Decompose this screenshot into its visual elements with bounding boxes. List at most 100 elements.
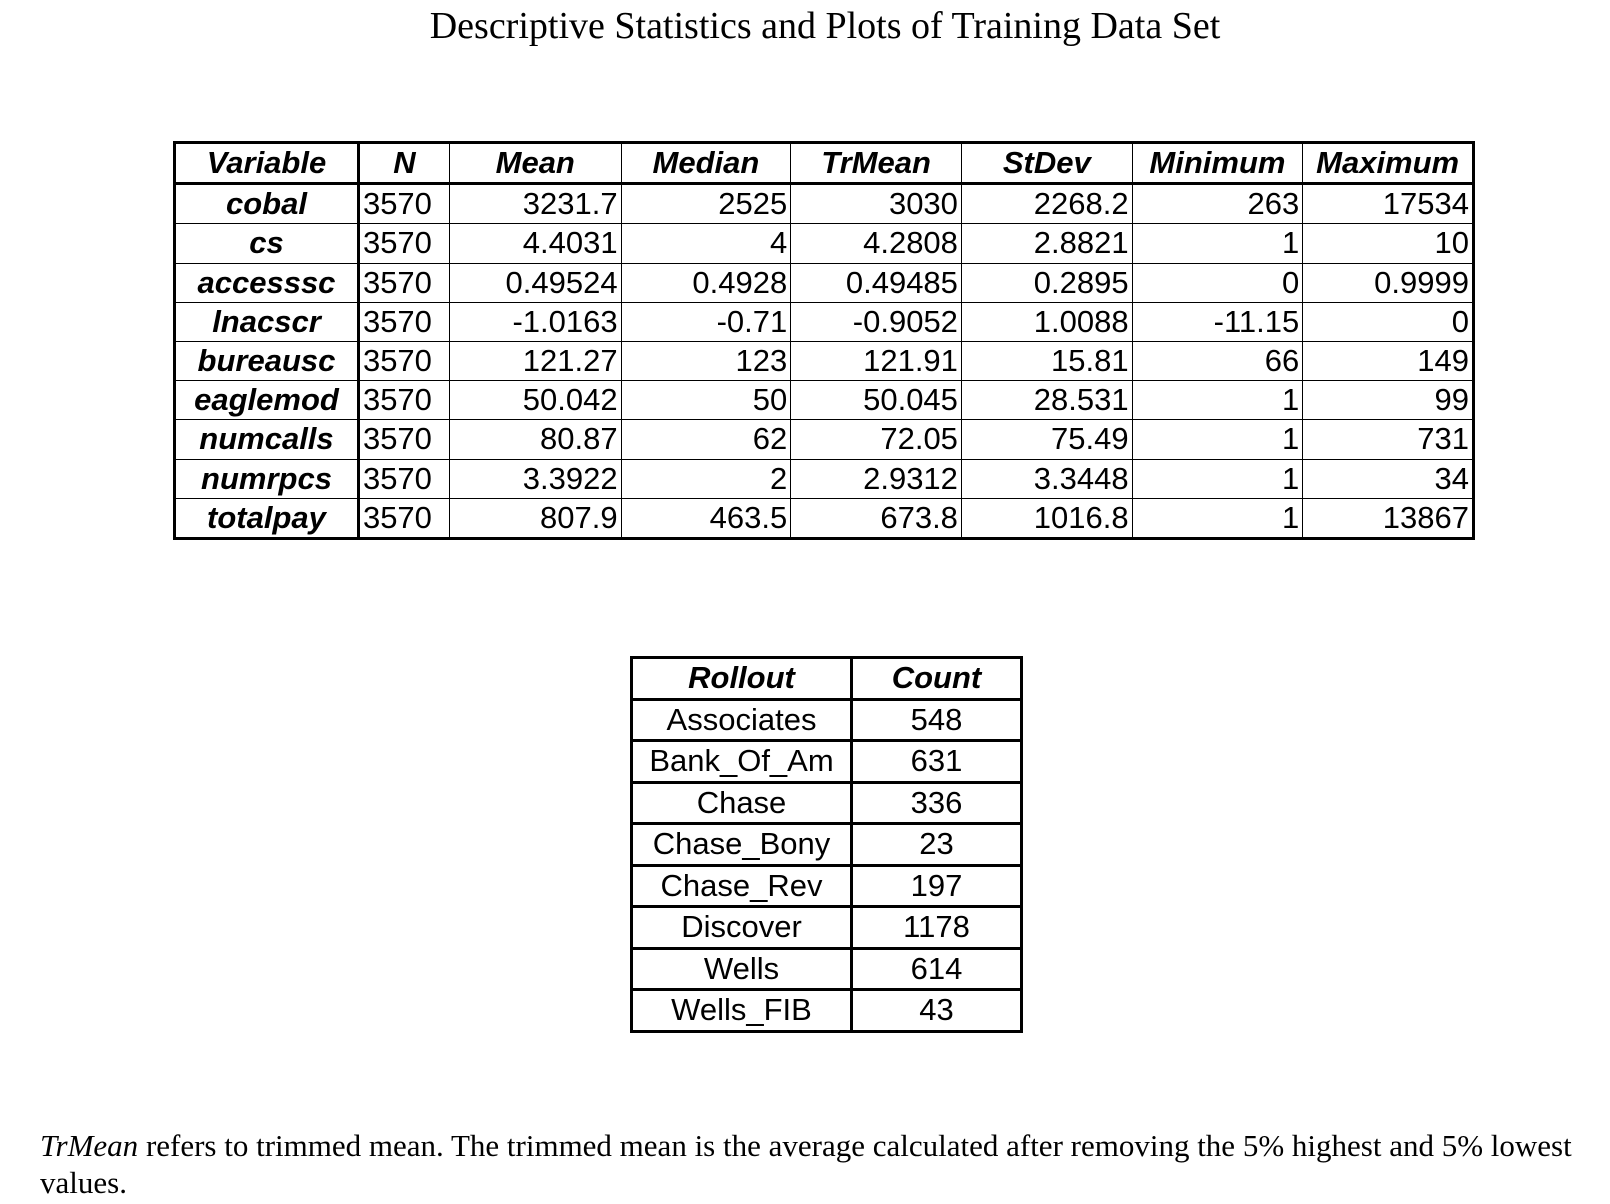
n-cell: 3570 [357,262,450,303]
mean-cell: 50.042 [448,380,622,421]
column-header-count: Count [851,657,1022,701]
footnote-text: refers to trimmed mean. The trimmed mean… [40,1128,1572,1200]
variable-name-cell: cobal [174,183,360,225]
minimum-cell: 1 [1131,223,1304,264]
maximum-cell: 13867 [1302,497,1474,539]
maximum-cell: 10 [1302,223,1474,264]
trmean-cell: 673.8 [790,497,962,539]
table-row: eaglemod 3570 50.042 50 50.045 28.531 1 99 [174,380,1474,421]
column-header-maximum: Maximum [1302,141,1474,186]
trmean-cell: 2.9312 [790,458,962,499]
footnote-term: TrMean [40,1128,139,1163]
rollout-count-cell: 548 [851,698,1022,741]
trmean-cell: 4.2808 [790,223,962,264]
minimum-cell: 0 [1131,262,1304,303]
column-header-rollout: Rollout [631,657,853,701]
descriptive-statistics-table: Variable N Mean Median TrMean StDev Mini… [173,141,1475,540]
table-row: cobal 3570 3231.7 2525 3030 2268.2 263 17534 [174,183,1474,225]
rollout-name-cell: Chase_Bony [631,822,853,866]
table-row: numrpcs 3570 3.3922 2 2.9312 3.3448 1 34 [174,458,1474,499]
n-cell: 3570 [357,419,450,460]
rollout-name-cell: Chase_Rev [631,863,853,907]
rollout-count-cell: 43 [851,988,1022,1032]
minimum-cell: 1 [1131,497,1304,539]
median-cell: 0.4928 [620,262,792,303]
stdev-cell: 75.49 [960,419,1133,460]
variable-name-cell: accesssc [174,262,360,303]
stdev-cell: 28.531 [960,380,1133,421]
stdev-cell: 15.81 [960,340,1133,382]
rollout-count-table: Rollout Count Associates 548 Bank_Of_Am 631… [630,656,1023,1033]
variable-name-cell: cs [174,223,360,264]
variable-name-cell: eaglemod [174,380,360,421]
table-row: bureausc 3570 121.27 123 121.91 15.81 66 149 [174,340,1474,382]
rollout-count-cell: 631 [851,739,1022,783]
stdev-cell: 3.3448 [960,458,1133,499]
column-header-minimum: Minimum [1131,141,1304,186]
rollout-name-cell: Discover [631,905,853,949]
variable-name-cell: totalpay [174,497,360,539]
n-cell: 3570 [357,183,450,225]
table-row: accesssc 3570 0.49524 0.4928 0.49485 0.2895 0 0… [174,262,1474,303]
minimum-cell: 1 [1131,380,1304,421]
mean-cell: 3231.7 [448,183,622,225]
table-row: Chase 336 [631,780,1022,824]
n-cell: 3570 [357,340,450,382]
rollout-name-cell: Bank_Of_Am [631,739,853,783]
variable-name-cell: bureausc [174,340,360,382]
maximum-cell: 0.9999 [1302,262,1474,303]
trmean-cell: 121.91 [790,340,962,382]
median-cell: 463.5 [620,497,792,539]
median-cell: 2525 [620,183,792,225]
column-header-n: N [357,141,450,186]
minimum-cell: 1 [1131,419,1304,460]
mean-cell: 121.27 [448,340,622,382]
median-cell: 50 [620,380,792,421]
mean-cell: 0.49524 [448,262,622,303]
n-cell: 3570 [357,380,450,421]
maximum-cell: 731 [1302,419,1474,460]
rollout-name-cell: Wells [631,946,853,990]
table-row: Associates 548 [631,698,1022,741]
median-cell: 4 [620,223,792,264]
rollout-name-cell: Associates [631,698,853,741]
rollout-count-cell: 197 [851,863,1022,907]
table-row: Bank_Of_Am 631 [631,739,1022,783]
maximum-cell: 34 [1302,458,1474,499]
table-row: Chase_Bony 23 [631,822,1022,866]
table-row: Wells 614 [631,946,1022,990]
variable-name-cell: numcalls [174,419,360,460]
minimum-cell: 66 [1131,340,1304,382]
mean-cell: 3.3922 [448,458,622,499]
column-header-trmean: TrMean [790,141,962,186]
table-row: cs 3570 4.4031 4 4.2808 2.8821 1 10 [174,223,1474,264]
rollout-header-row: Rollout Count [631,657,1022,701]
maximum-cell: 17534 [1302,183,1474,225]
column-header-stdev: StDev [960,141,1133,186]
rollout-count-cell: 614 [851,946,1022,990]
variable-name-cell: lnacscr [174,301,360,342]
trmean-cell: 0.49485 [790,262,962,303]
footnote: TrMean refers to trimmed mean. The trimm… [40,1127,1610,1201]
rollout-count-cell: 1178 [851,905,1022,949]
rollout-count-cell: 23 [851,822,1022,866]
maximum-cell: 99 [1302,380,1474,421]
n-cell: 3570 [357,458,450,499]
minimum-cell: 263 [1131,183,1304,225]
variable-name-cell: numrpcs [174,458,360,499]
mean-cell: 80.87 [448,419,622,460]
n-cell: 3570 [357,223,450,264]
table-row: totalpay 3570 807.9 463.5 673.8 1016.8 1 13867 [174,497,1474,539]
maximum-cell: 149 [1302,340,1474,382]
stdev-cell: 1016.8 [960,497,1133,539]
stdev-cell: 2.8821 [960,223,1133,264]
rollout-count-cell: 336 [851,780,1022,824]
trmean-cell: 50.045 [790,380,962,421]
minimum-cell: 1 [1131,458,1304,499]
stats-table-body: cobal 3570 3231.7 2525 3030 2268.2 263 17534 cs 3… [174,183,1474,539]
mean-cell: 4.4031 [448,223,622,264]
rollout-name-cell: Wells_FIB [631,988,853,1032]
page-title: Descriptive Statistics and Plots of Trai… [429,5,1221,47]
table-row: numcalls 3570 80.87 62 72.05 75.49 1 731 [174,419,1474,460]
n-cell: 3570 [357,301,450,342]
